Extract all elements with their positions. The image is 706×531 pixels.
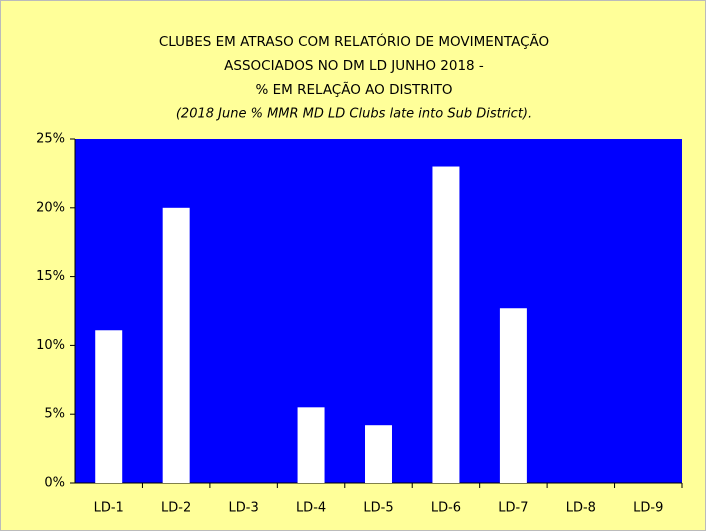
- y-tick-label: 15%: [36, 269, 65, 284]
- x-tick-label: LD-5: [363, 501, 393, 516]
- x-tick-label: LD-4: [296, 501, 326, 516]
- x-tick-label: LD-7: [498, 501, 528, 516]
- bar: [365, 425, 392, 483]
- chart-title: CLUBES EM ATRASO COM RELATÓRIO DE MOVIME…: [159, 32, 549, 50]
- chart-title: ASSOCIADOS NO DM LD JUNHO 2018 -: [224, 58, 484, 74]
- x-tick-label: LD-6: [431, 501, 461, 516]
- bar: [297, 407, 325, 483]
- bar: [499, 308, 527, 483]
- bar: [162, 207, 190, 484]
- chart-subtitle: (2018 June % MMR MD LD Clubs late into S…: [176, 107, 532, 122]
- chart-title: % EM RELAÇÃO AO DISTRITO: [255, 81, 452, 98]
- y-tick-label: 10%: [36, 338, 65, 353]
- y-tick-label: 20%: [36, 200, 65, 215]
- x-tick-label: LD-9: [633, 501, 663, 516]
- x-tick-label: LD-8: [566, 501, 596, 516]
- bar: [432, 166, 460, 483]
- x-tick-label: LD-2: [161, 501, 191, 516]
- y-tick-label: 0%: [44, 476, 65, 491]
- x-tick-label: LD-1: [94, 501, 124, 516]
- bar: [95, 330, 123, 483]
- y-tick-label: 5%: [44, 407, 65, 422]
- x-tick-label: LD-3: [229, 501, 259, 516]
- y-tick-label: 25%: [36, 132, 65, 147]
